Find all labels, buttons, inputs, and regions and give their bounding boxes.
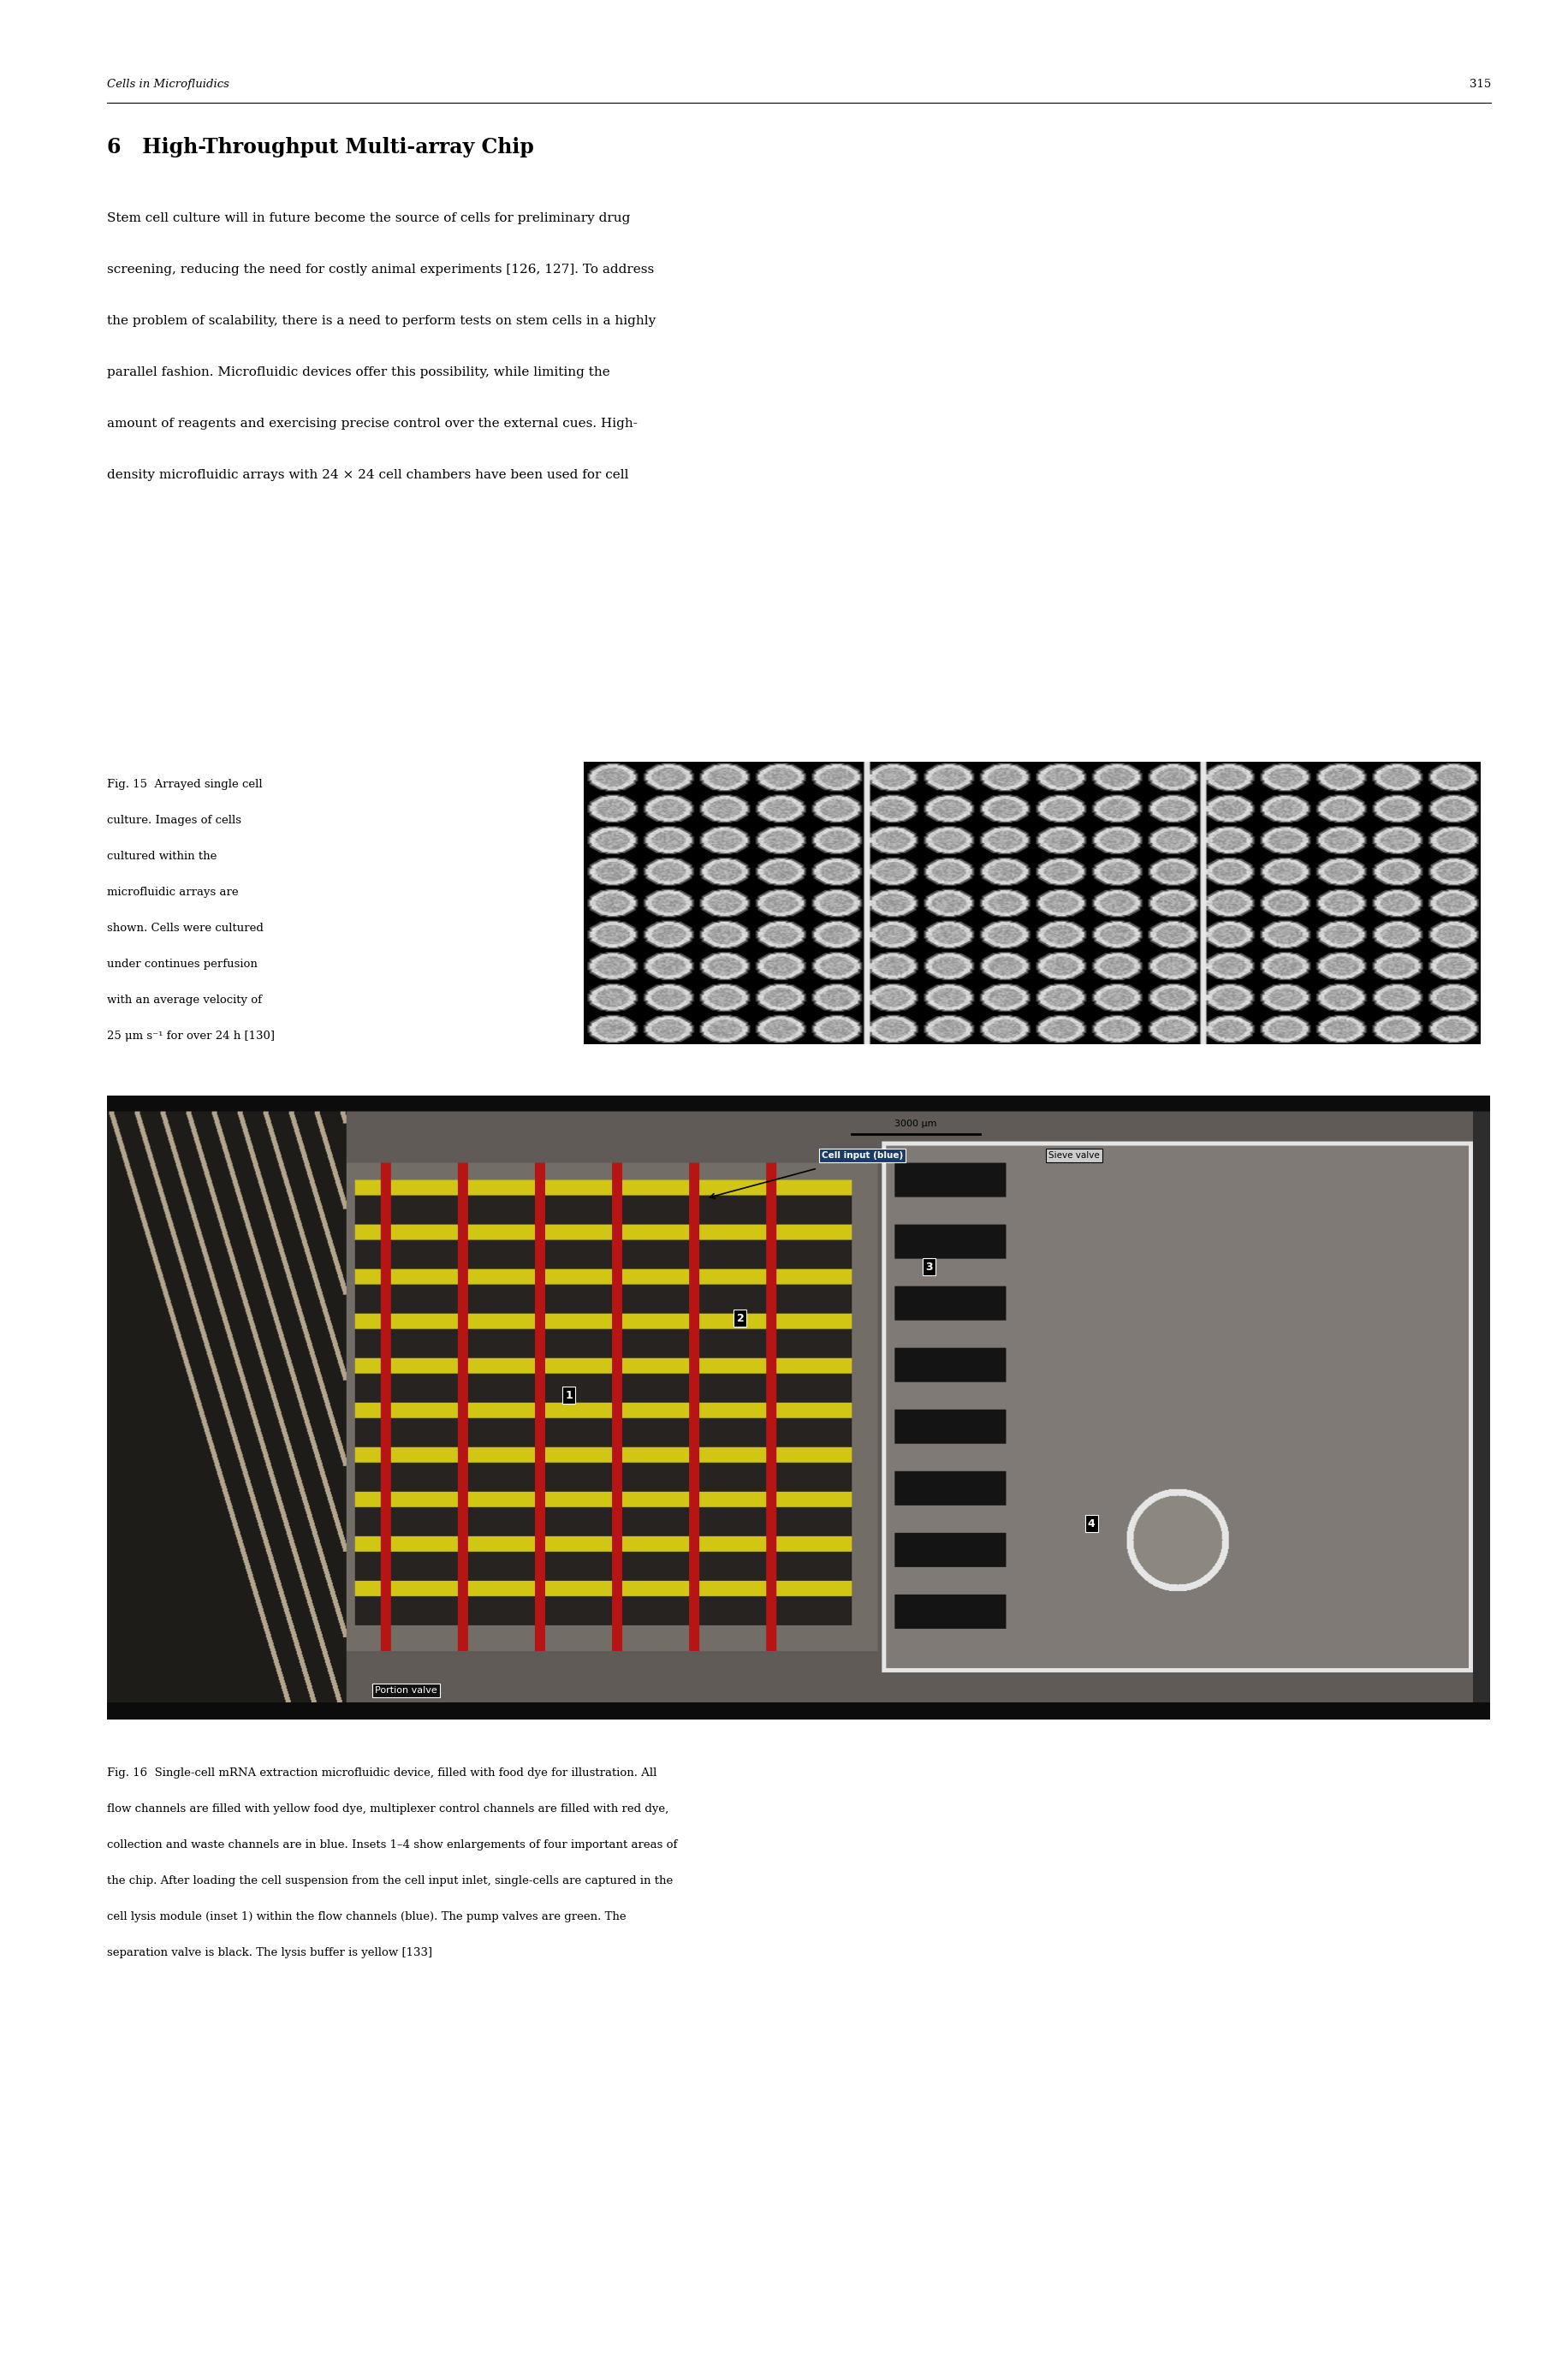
Text: parallel fashion. Microfluidic devices offer this possibility, while limiting th: parallel fashion. Microfluidic devices o… <box>107 366 610 378</box>
Text: Cells in Microfluidics: Cells in Microfluidics <box>107 78 229 90</box>
Text: Stem cell culture will in future become the source of cells for preliminary drug: Stem cell culture will in future become … <box>107 211 630 223</box>
Text: shown. Cells were cultured: shown. Cells were cultured <box>107 922 263 934</box>
Text: cell lysis module (inset 1) within the flow channels (blue). The pump valves are: cell lysis module (inset 1) within the f… <box>107 1910 626 1922</box>
Text: cultured within the: cultured within the <box>107 851 216 862</box>
Text: 6   High-Throughput Multi-array Chip: 6 High-Throughput Multi-array Chip <box>107 138 535 157</box>
Text: culture. Images of cells: culture. Images of cells <box>107 815 241 827</box>
Text: flow channels are filled with yellow food dye, multiplexer control channels are : flow channels are filled with yellow foo… <box>107 1803 668 1815</box>
Text: Portion valve: Portion valve <box>375 1687 437 1694</box>
Text: the chip. After loading the cell suspension from the cell input inlet, single-ce: the chip. After loading the cell suspens… <box>107 1875 673 1887</box>
Text: with an average velocity of: with an average velocity of <box>107 996 262 1005</box>
Text: 3000 μm: 3000 μm <box>895 1119 938 1129</box>
Text: 3: 3 <box>925 1262 933 1271</box>
Text: 2: 2 <box>737 1312 745 1323</box>
Text: Fig. 15  Arrayed single cell: Fig. 15 Arrayed single cell <box>107 779 262 789</box>
Text: under continues perfusion: under continues perfusion <box>107 958 257 969</box>
Text: Cell input (blue): Cell input (blue) <box>822 1152 903 1159</box>
Text: amount of reagents and exercising precise control over the external cues. High-: amount of reagents and exercising precis… <box>107 418 638 430</box>
Text: collection and waste channels are in blue. Insets 1–4 show enlargements of four : collection and waste channels are in blu… <box>107 1839 677 1851</box>
Text: 315: 315 <box>1469 78 1491 90</box>
Text: microfluidic arrays are: microfluidic arrays are <box>107 886 238 898</box>
Text: density microfluidic arrays with 24 × 24 cell chambers have been used for cell: density microfluidic arrays with 24 × 24… <box>107 468 629 480</box>
Text: Sieve valve: Sieve valve <box>1049 1152 1099 1159</box>
Text: 1: 1 <box>566 1390 572 1402</box>
Text: separation valve is black. The lysis buffer is yellow [133]: separation valve is black. The lysis buf… <box>107 1948 433 1958</box>
Text: 25 μm s⁻¹ for over 24 h [130]: 25 μm s⁻¹ for over 24 h [130] <box>107 1031 274 1041</box>
Text: screening, reducing the need for costly animal experiments [126, 127]. To addres: screening, reducing the need for costly … <box>107 264 654 276</box>
Text: 4: 4 <box>1088 1518 1094 1530</box>
Text: the problem of scalability, there is a need to perform tests on stem cells in a : the problem of scalability, there is a n… <box>107 316 655 328</box>
Text: Fig. 16  Single-cell mRNA extraction microfluidic device, filled with food dye f: Fig. 16 Single-cell mRNA extraction micr… <box>107 1768 657 1780</box>
